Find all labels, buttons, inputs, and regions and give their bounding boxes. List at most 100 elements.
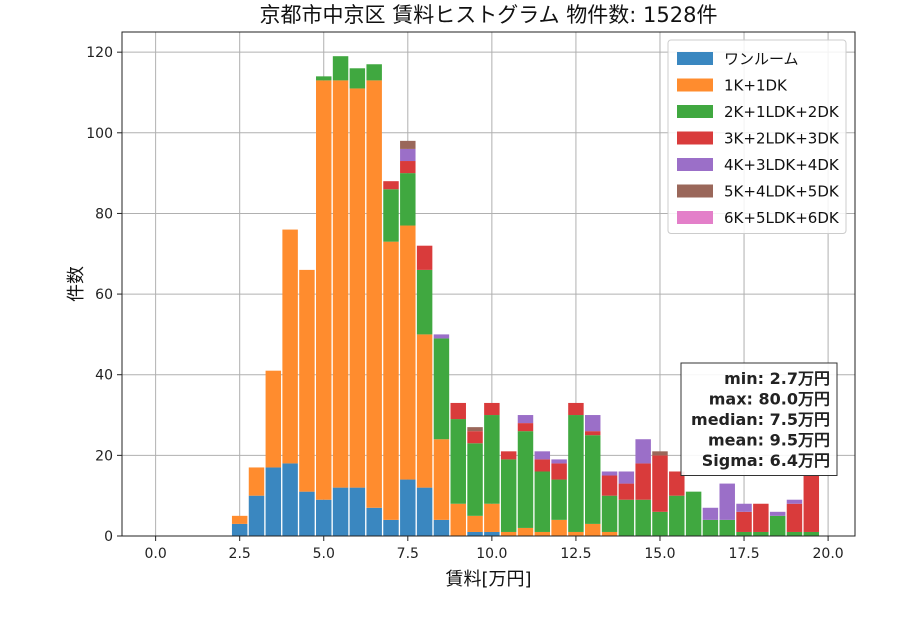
bar-segment-s0-b6 [332,487,349,536]
bar-segment-s1-b2 [265,370,282,468]
bar-segment-s2-b29 [719,519,735,536]
y-tick-label: 80 [95,206,113,222]
y-tick-label: 100 [86,126,113,142]
bar-segment-s4-b19 [551,459,567,464]
bar-segment-s1-b7 [349,88,366,488]
stats-frame [680,362,838,476]
bar-segment-s2-b12 [433,338,450,440]
bar-segment-s1-b8 [366,80,382,508]
bar-segment-s2-b6 [332,56,349,81]
bar-segment-s2-b19 [551,479,567,520]
bar-segment-s1-b1 [248,467,265,496]
y-tick-label: 120 [86,45,113,61]
bar-segment-s2-b33 [786,531,803,536]
bar-segment-s3-b15 [484,402,500,416]
bar-segment-s1-b14 [467,515,483,532]
bar-segment-s1-b3 [282,229,298,464]
bar-segment-s4-b17 [517,415,534,424]
y-axis-label: 件数 [66,266,87,302]
bar-segment-s0-b8 [366,507,382,536]
legend-swatch-1 [677,78,713,92]
bar-segment-s2-b8 [366,64,382,81]
bar-segment-s1-b5 [316,80,332,500]
bar-segment-s1-b9 [383,241,399,520]
bar-segment-s2-b11 [416,269,433,335]
bar-segment-s4-b18 [534,451,551,460]
legend-label-2: 2K+1LDK+2DK [724,103,840,121]
bar-segment-s2-b10 [400,173,416,226]
stats-line: min: 2.7万円 [724,369,830,388]
y-tick-label: 40 [95,368,113,384]
bar-segment-s0-b15 [484,531,500,536]
bar-segment-s1-b6 [332,80,349,488]
x-tick-label: 12.5 [560,546,591,562]
bar-segment-s3-b22 [601,475,618,496]
bar-segment-s2-b7 [349,68,366,89]
y-tick-label: 0 [104,529,113,545]
x-tick-label: 20.0 [813,546,844,562]
bar-segment-s5-b10 [400,140,416,149]
chart-title: 京都市中京区 賃料ヒストグラム 物件数: 1528件 [260,3,718,27]
x-axis-ticks: 0.0 2.5 5.0 7.5 10.0 12.5 15.0 17.5 20.0 [144,536,844,562]
bar-segment-s3-b20 [568,402,584,416]
legend-swatch-0 [677,52,713,65]
bar-segment-s0-b0 [231,523,248,536]
bar-segment-s2-b9 [383,189,399,242]
bar-segment-s0-b14 [467,531,483,536]
bar-segment-s3-b11 [416,245,433,270]
legend-label-0: ワンルーム [724,50,799,68]
bar-segment-s3-b25 [652,455,668,512]
bar-segment-s1-b12 [433,439,450,520]
bar-segment-s2-b15 [484,415,500,504]
bar-segment-s1-b21 [585,523,601,536]
legend-label-6: 6K+5LDK+6DK [724,209,840,227]
x-tick-label: 5.0 [313,546,335,562]
bar-segment-s4-b21 [585,415,601,432]
bar-segment-s2-b25 [652,511,668,536]
bar-segment-s0-b9 [383,519,399,536]
bar-segment-s2-b30 [736,531,752,536]
legend-label-5: 5K+4LDK+5DK [724,183,840,201]
bar-segment-s2-b27 [685,491,702,536]
legend-label-4: 4K+3LDK+4DK [724,156,840,174]
bar-segment-s2-b34 [803,531,820,536]
bar-segment-s1-b0 [231,515,248,524]
x-tick-label: 10.0 [476,546,507,562]
x-tick-label: 17.5 [728,546,759,562]
bar-segment-s3-b9 [383,181,399,190]
bar-segment-s3-b14 [467,431,483,444]
legend-label-3: 3K+2LDK+3DK [724,130,840,148]
bar-segment-s4-b28 [702,507,719,520]
bar-segment-s2-b18 [534,471,551,532]
bar-segment-s2-b14 [467,443,483,516]
bar-segment-s3-b30 [736,511,752,532]
stats-line: max: 80.0万円 [709,390,830,409]
bar-segment-s2-b22 [601,495,618,532]
stats-line: median: 7.5万円 [691,410,830,429]
bar-segment-s1-b22 [601,531,618,536]
bar-segment-s2-b20 [568,415,584,532]
bar-segment-s1-b17 [517,527,534,536]
bar-segment-s2-b32 [769,515,786,536]
bar-segment-s1-b19 [551,519,567,536]
legend-swatch-3 [677,131,713,145]
bar-segment-s1-b16 [500,531,517,536]
bar-segment-s2-b28 [702,519,719,536]
bar-segment-s2-b13 [450,419,466,504]
bar-segment-s4-b24 [635,439,651,464]
bar-segment-s3-b10 [400,161,416,174]
bar-segment-s3-b31 [753,503,769,532]
bar-segment-s3-b13 [450,402,466,420]
bar-segment-s1-b4 [299,269,315,492]
x-tick-label: 0.0 [144,546,166,562]
bar-segment-s1-b13 [450,503,466,536]
legend-swatch-2 [677,105,713,118]
bar-segment-s4-b30 [736,503,752,512]
bar-segment-s2-b24 [635,499,651,536]
bar-segment-s3-b34 [803,475,820,532]
bar-segment-s0-b3 [282,463,298,536]
bar-segment-s5-b14 [467,427,483,432]
bar-segment-s4-b22 [601,471,618,476]
bar-segment-s2-b31 [753,531,769,536]
